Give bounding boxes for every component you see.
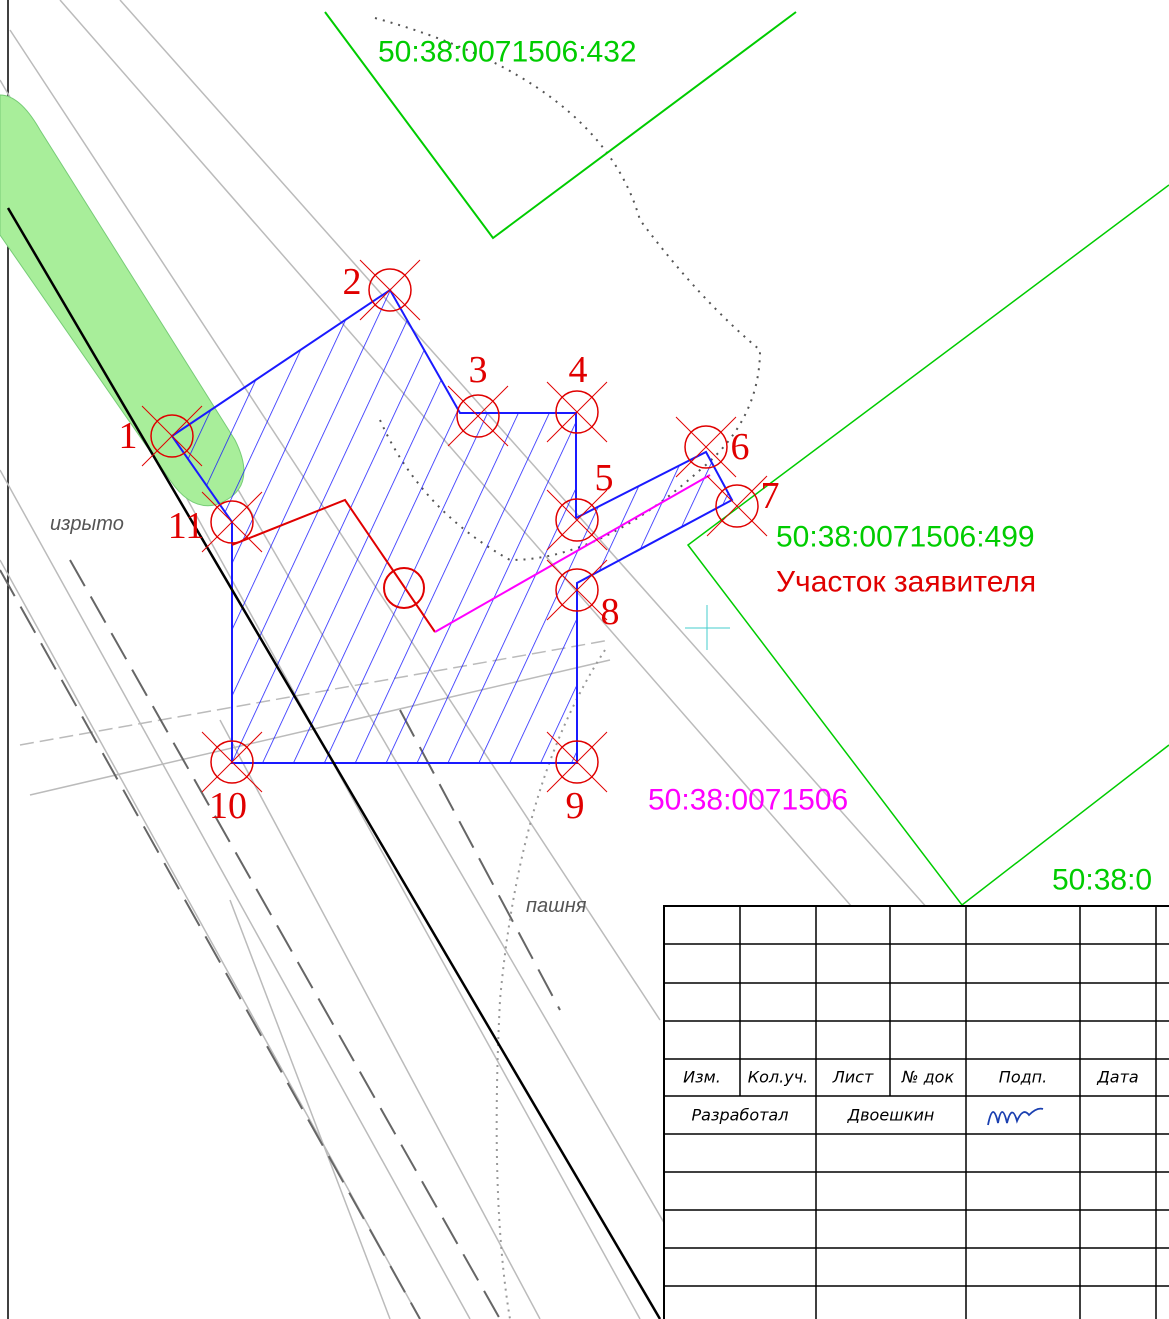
column-header: Подп. [999, 1068, 1047, 1087]
column-header: Кол.уч. [748, 1068, 808, 1087]
land-note: пашня [526, 895, 587, 917]
applicant-parcel [172, 290, 732, 763]
point-number: 7 [761, 475, 780, 517]
parcel-label: 50:38:0 [1052, 864, 1152, 897]
point-number: 2 [343, 261, 362, 303]
point-number: 3 [469, 349, 488, 391]
point-number: 4 [569, 349, 588, 391]
point-number: 8 [601, 591, 620, 633]
column-header: № док [901, 1068, 955, 1087]
map: 1 2 3 4 5 67 8 9 10 11 50:38:0071506:432 50:38:00… [0, 0, 1169, 1319]
parcel-label: 50:38:0071506:499 [776, 521, 1035, 554]
column-header: Лист [832, 1068, 874, 1087]
point-number: 5 [595, 457, 614, 499]
page: 1 2 3 4 5 67 8 9 10 11 50:38:0071506:432 50:38:00… [0, 0, 1169, 1319]
point-number: 10 [209, 785, 247, 827]
point-number: 6 [731, 426, 750, 468]
point-number: 11 [168, 505, 205, 547]
applicant-label: Участок заявителя [776, 566, 1036, 599]
parcel-label: 50:38:0071506:432 [378, 36, 637, 69]
developer-name: Двоешкин [847, 1106, 935, 1125]
column-header: Дата [1096, 1068, 1138, 1087]
parcel-label: 50:38:0071506 [648, 784, 848, 817]
point-number: 9 [566, 785, 585, 827]
land-note: изрыто [50, 513, 124, 535]
column-header: Изм. [683, 1068, 721, 1087]
title-block: Изм. Кол.уч. Лист № док Подп. Дата Разработал Д… [664, 906, 1169, 1319]
developer-role: Разработал [692, 1106, 789, 1125]
point-number: 1 [119, 415, 138, 457]
